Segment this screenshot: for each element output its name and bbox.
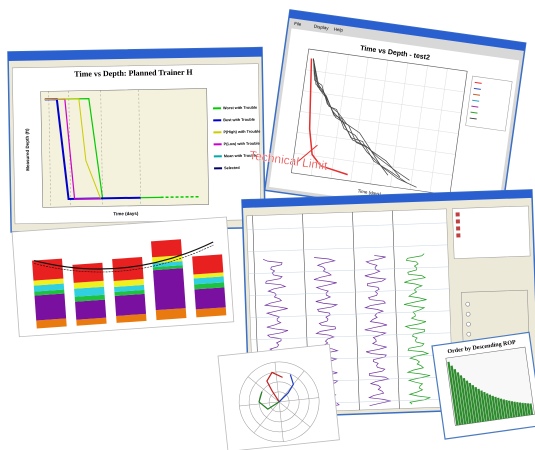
legend-label: Mean with Trouble <box>224 154 257 159</box>
bar-segment <box>33 283 65 292</box>
x-axis-label: Time (days) <box>113 211 139 216</box>
grid-line <box>247 244 448 253</box>
bar <box>513 401 518 418</box>
bar-segment <box>72 262 104 283</box>
bar-segment <box>32 258 64 281</box>
bar <box>526 403 531 416</box>
bar <box>518 402 523 417</box>
grid-line <box>250 310 451 318</box>
bar-segment <box>192 254 224 275</box>
bar-segment <box>76 317 107 326</box>
bar-segment <box>193 276 225 285</box>
grid-line <box>294 152 453 176</box>
grid-line <box>247 222 447 231</box>
menu-item: Help <box>333 26 343 32</box>
bar <box>465 380 474 424</box>
legend-label: P(Low) with Trouble <box>224 142 260 147</box>
bar <box>507 400 513 418</box>
trainer-window: Time vs Depth: Planned Trainer H Time (d… <box>7 46 266 233</box>
grid-line <box>305 69 465 93</box>
bar <box>521 402 526 416</box>
stacked-bar-panel <box>11 216 235 338</box>
bar <box>524 402 528 416</box>
bar-segment <box>113 278 145 288</box>
grid-line <box>299 111 459 134</box>
grid-line <box>302 90 462 114</box>
bar <box>510 401 516 418</box>
bar-segment <box>73 280 105 289</box>
bar <box>471 384 480 423</box>
x-axis-label: Time (days) <box>357 188 382 196</box>
bar <box>453 369 464 425</box>
bar-segment <box>116 313 147 323</box>
bar-segment <box>114 284 145 293</box>
bar <box>477 388 485 422</box>
bar-segment <box>152 265 183 271</box>
bar-segment <box>155 308 187 321</box>
bar-segment <box>114 289 145 296</box>
rop-panel: Order by Descending ROP <box>431 331 535 440</box>
bar <box>447 361 459 426</box>
log-curve <box>313 257 340 408</box>
grid-line <box>250 332 451 340</box>
bar-segment <box>150 239 183 258</box>
bar <box>516 402 521 417</box>
grid-line <box>297 131 456 155</box>
bar-segment <box>112 256 144 282</box>
bar-segment <box>114 293 147 316</box>
bar-segment <box>153 268 186 311</box>
bar-segment <box>74 294 105 302</box>
bar <box>491 395 498 420</box>
bar <box>505 399 510 419</box>
bar-segment <box>36 318 67 329</box>
grid-line <box>248 266 449 275</box>
bar <box>462 377 472 424</box>
bar <box>459 375 469 424</box>
grid-line <box>249 288 450 297</box>
bar <box>456 372 467 425</box>
bar-segment <box>195 307 227 318</box>
track-line <box>392 210 400 409</box>
track-line <box>352 212 360 411</box>
log-curve <box>364 255 392 407</box>
bar-segment <box>75 299 107 320</box>
bar <box>499 398 505 419</box>
bar <box>483 391 490 422</box>
legend: Worst with Trouble Best with Trouble P(Hig… <box>212 106 260 170</box>
chart-title: Time vs Depth: Planned Trainer H <box>74 68 193 79</box>
legend-label: Selected <box>224 166 240 170</box>
log-curve <box>403 253 431 405</box>
bar <box>529 403 534 415</box>
bar-segment <box>194 282 225 290</box>
bar <box>485 393 492 421</box>
y-axis-label: Measured Depth (ft) <box>25 128 31 171</box>
menu-item: File <box>294 21 302 27</box>
bar-segment <box>152 261 183 268</box>
bar <box>488 394 495 421</box>
bar-segment <box>33 278 64 286</box>
bar-segment <box>34 289 65 296</box>
bar-segment <box>193 272 224 279</box>
bar <box>502 399 508 419</box>
bar-segment <box>34 293 67 321</box>
bar <box>497 397 503 420</box>
bar <box>474 386 482 423</box>
bar-segment <box>74 286 105 297</box>
bar <box>494 396 500 420</box>
bar-segment <box>194 287 226 310</box>
bar <box>480 390 487 422</box>
bar <box>468 382 477 423</box>
legend-label: Worst with Trouble <box>223 106 257 111</box>
legend-label: P(High) with Trouble <box>223 130 260 135</box>
legend-label: Best with Trouble <box>223 118 255 123</box>
menu-item: Display <box>314 24 330 31</box>
menu-bar: File Display Help <box>294 21 344 33</box>
bar <box>450 365 462 426</box>
polar-panel <box>217 343 340 450</box>
